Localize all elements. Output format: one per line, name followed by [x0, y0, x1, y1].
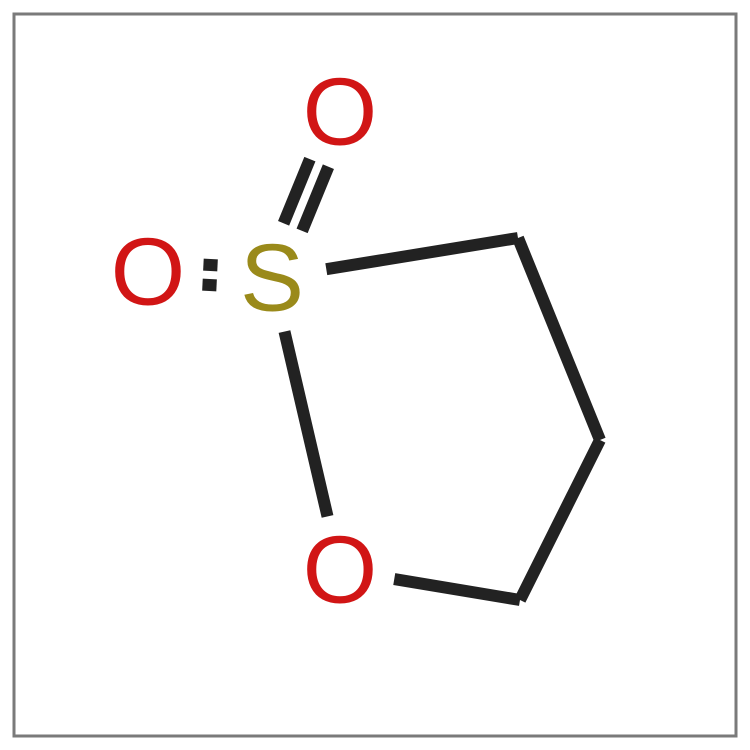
atom-o-label: O	[111, 219, 186, 326]
molecule-diagram: SOOO	[0, 0, 750, 750]
atom-o-label: O	[303, 59, 378, 166]
atom-s-label: S	[240, 225, 304, 332]
atom-o-label: O	[303, 517, 378, 624]
